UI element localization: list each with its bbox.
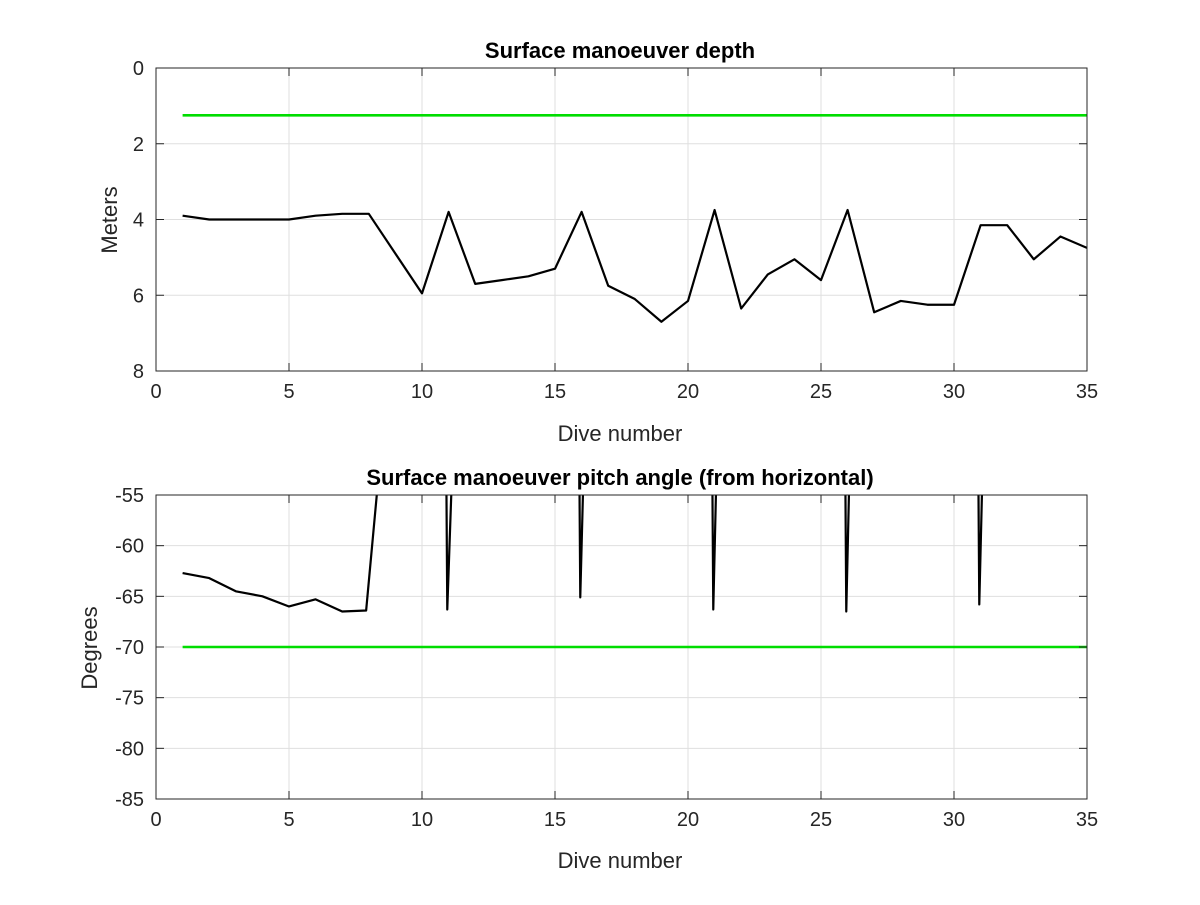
depth-plot-ytick-label: 4 <box>133 210 144 232</box>
depth-plot-xtick-label: 30 <box>943 381 965 403</box>
depth-plot-xlabel: Dive number <box>558 421 683 446</box>
pitch-plot: Surface manoeuver pitch angle (from hori… <box>77 465 1098 873</box>
pitch-plot-xtick-label: 35 <box>1076 809 1098 831</box>
depth-plot-ytick-label: 2 <box>133 134 144 156</box>
pitch-plot-xlabel: Dive number <box>558 848 683 873</box>
pitch-plot-ytick-label: -80 <box>115 738 144 760</box>
depth-plot-xtick-label: 20 <box>677 381 699 403</box>
pitch-plot-ytick-label: -60 <box>115 536 144 558</box>
pitch-plot-data-line <box>182 495 984 613</box>
depth-plot-ytick-label: 6 <box>133 285 144 307</box>
pitch-plot-xtick-label: 10 <box>411 809 433 831</box>
depth-plot-xtick-label: 35 <box>1076 381 1098 403</box>
pitch-plot-ytick-label: -70 <box>115 637 144 659</box>
pitch-plot-xtick-label: 15 <box>544 809 566 831</box>
pitch-plot-title: Surface manoeuver pitch angle (from hori… <box>366 465 873 490</box>
pitch-plot-xtick-label: 25 <box>810 809 832 831</box>
pitch-plot-ytick-label: -65 <box>115 586 144 608</box>
depth-plot-ytick-label: 8 <box>133 361 144 383</box>
depth-plot-xtick-label: 0 <box>150 381 161 403</box>
pitch-plot-xtick-label: 30 <box>943 809 965 831</box>
depth-plot: Surface manoeuver depth Dive number Mete… <box>97 38 1098 446</box>
depth-plot-data-line <box>182 208 1087 323</box>
depth-plot-title: Surface manoeuver depth <box>485 38 755 63</box>
pitch-plot-xtick-label: 0 <box>150 809 161 831</box>
depth-plot-ytick-label: 0 <box>133 58 144 80</box>
pitch-plot-ytick-label: -85 <box>115 789 144 811</box>
pitch-plot-xtick-label: 20 <box>677 809 699 831</box>
pitch-plot-ytick-label: -55 <box>115 485 144 507</box>
pitch-plot-xtick-label: 5 <box>283 809 294 831</box>
depth-plot-xtick-label: 15 <box>544 381 566 403</box>
depth-plot-ylabel: Meters <box>97 186 122 253</box>
depth-plot-xtick-label: 25 <box>810 381 832 403</box>
pitch-plot-ytick-label: -75 <box>115 688 144 710</box>
depth-plot-xtick-label: 5 <box>283 381 294 403</box>
depth-plot-xtick-label: 10 <box>411 381 433 403</box>
pitch-plot-ylabel: Degrees <box>77 606 102 689</box>
